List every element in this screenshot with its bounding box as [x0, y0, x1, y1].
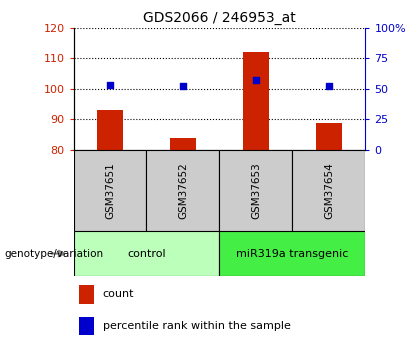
- Bar: [97, 110, 123, 150]
- Text: count: count: [103, 289, 134, 299]
- Bar: [243, 52, 269, 150]
- Bar: [220, 150, 292, 231]
- Title: GDS2066 / 246953_at: GDS2066 / 246953_at: [143, 11, 296, 25]
- Bar: [170, 138, 196, 150]
- Bar: [74, 150, 147, 231]
- Bar: [74, 231, 220, 276]
- Text: genotype/variation: genotype/variation: [4, 249, 103, 258]
- Text: miR319a transgenic: miR319a transgenic: [236, 249, 349, 258]
- Bar: [292, 150, 365, 231]
- Text: GSM37652: GSM37652: [178, 162, 188, 219]
- Bar: [79, 317, 94, 335]
- Text: GSM37654: GSM37654: [324, 162, 334, 219]
- Point: [252, 78, 259, 83]
- Bar: [220, 231, 365, 276]
- Bar: [316, 122, 342, 150]
- Bar: [147, 150, 220, 231]
- Text: GSM37653: GSM37653: [251, 162, 261, 219]
- Text: control: control: [127, 249, 166, 258]
- Point: [180, 83, 186, 89]
- Bar: [79, 285, 94, 304]
- Text: percentile rank within the sample: percentile rank within the sample: [103, 321, 291, 331]
- Point: [326, 83, 332, 89]
- Text: GSM37651: GSM37651: [105, 162, 115, 219]
- Point: [107, 82, 113, 88]
